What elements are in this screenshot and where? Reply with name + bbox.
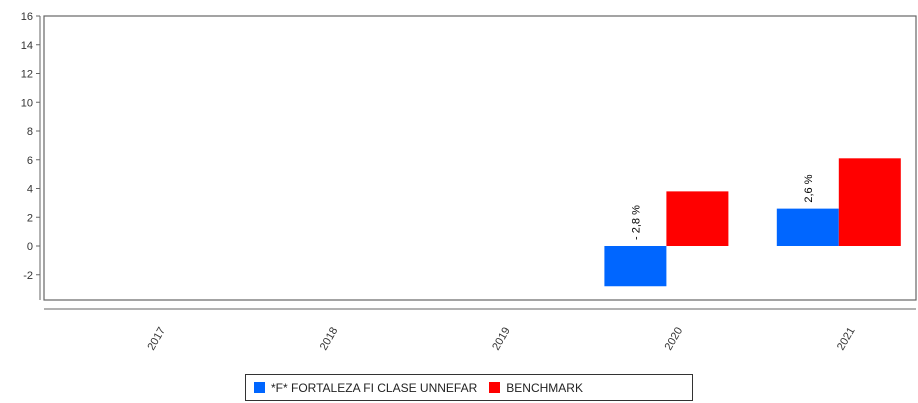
legend-swatch-benchmark xyxy=(489,382,501,393)
bar-chart: -2 0 2 4 6 8 10 12 14 16 2017 2018 2019 2020 2021 - 2… xyxy=(21,11,917,353)
bar-fund-2020 xyxy=(604,246,667,287)
legend-swatch-fund xyxy=(254,382,265,393)
x-tick-label: 2019 xyxy=(490,325,513,352)
legend-item-benchmark: BENCHMARK xyxy=(489,381,583,395)
y-tick-label: 10 xyxy=(21,97,33,109)
y-tick-label: 8 xyxy=(27,126,33,138)
x-tick-label: 2017 xyxy=(145,325,168,352)
x-axis: 2017 2018 2019 2020 2021 xyxy=(44,308,916,353)
bar-benchmark-2021 xyxy=(838,158,901,246)
legend: *F* FORTALEZA FI CLASE UNNEFAR BENCHMARK xyxy=(245,374,693,401)
legend-label-benchmark: BENCHMARK xyxy=(506,380,583,395)
y-axis: -2 0 2 4 6 8 10 12 14 16 xyxy=(21,11,917,301)
x-tick-label-group: 2021 xyxy=(835,325,858,352)
bars xyxy=(604,158,901,287)
legend-item-fund: *F* FORTALEZA FI CLASE UNNEFAR xyxy=(254,381,477,395)
y-tick-label: -2 xyxy=(23,270,33,282)
legend-label-fund: *F* FORTALEZA FI CLASE UNNEFAR xyxy=(271,380,478,395)
y-tick-label: 2 xyxy=(27,212,33,224)
y-tick-label: 14 xyxy=(21,40,33,52)
bar-fund-2021 xyxy=(776,208,839,246)
data-label: - 2,8 % xyxy=(630,205,642,240)
x-tick-label-group: 2018 xyxy=(318,325,341,352)
y-tick-label: 12 xyxy=(21,69,33,81)
bar-benchmark-2020 xyxy=(666,191,729,246)
x-tick-label-group: 2019 xyxy=(490,325,513,352)
x-tick-label: 2021 xyxy=(835,325,858,352)
y-tick-label: 0 xyxy=(27,241,33,253)
data-label: 2,6 % xyxy=(803,174,815,202)
y-tick-label: 4 xyxy=(27,184,33,196)
plot-frame xyxy=(43,15,917,301)
y-tick-label: 6 xyxy=(27,155,33,167)
x-tick-label: 2020 xyxy=(663,325,686,352)
x-tick-label-group: 2020 xyxy=(663,325,686,352)
y-tick-label: 16 xyxy=(21,11,33,23)
x-tick-label-group: 2017 xyxy=(145,325,168,352)
x-tick-label: 2018 xyxy=(318,325,341,352)
data-labels: - 2,8 % 2,6 % xyxy=(630,174,814,240)
